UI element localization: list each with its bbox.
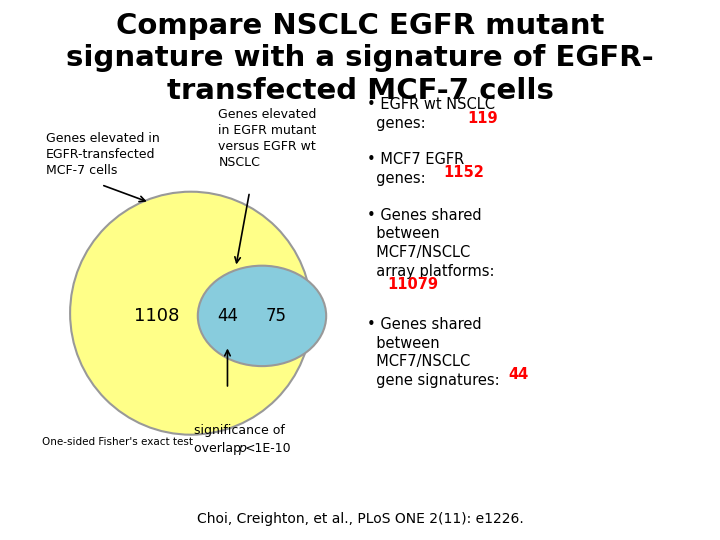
- Text: Genes elevated in
EGFR-transfected
MCF-7 cells: Genes elevated in EGFR-transfected MCF-7…: [46, 132, 160, 177]
- Text: 44: 44: [508, 367, 528, 382]
- Text: 1108: 1108: [134, 307, 179, 325]
- Text: Compare NSCLC EGFR mutant
signature with a signature of EGFR-
transfected MCF-7 : Compare NSCLC EGFR mutant signature with…: [66, 12, 654, 105]
- Text: One-sided Fisher's exact test: One-sided Fisher's exact test: [42, 437, 194, 448]
- Text: 119: 119: [467, 111, 498, 126]
- Text: • EGFR wt NSCLC
  genes:: • EGFR wt NSCLC genes:: [367, 97, 495, 131]
- Text: 75: 75: [265, 307, 287, 325]
- Text: Choi, Creighton, et al., PLoS ONE 2(11): e1226.: Choi, Creighton, et al., PLoS ONE 2(11):…: [197, 512, 523, 526]
- Text: significance of: significance of: [194, 424, 285, 437]
- Text: • Genes shared
  between
  MCF7/NSCLC
  array platforms:: • Genes shared between MCF7/NSCLC array …: [367, 208, 495, 279]
- Text: • MCF7 EGFR
  genes:: • MCF7 EGFR genes:: [367, 152, 464, 186]
- Text: Genes elevated
in EGFR mutant
versus EGFR wt
NSCLC: Genes elevated in EGFR mutant versus EGF…: [218, 108, 317, 169]
- Text: 44: 44: [217, 307, 238, 325]
- Ellipse shape: [198, 266, 326, 366]
- Text: <1E-10: <1E-10: [245, 442, 292, 455]
- Text: p: p: [238, 442, 246, 455]
- Text: • Genes shared
  between
  MCF7/NSCLC
  gene signatures:: • Genes shared between MCF7/NSCLC gene s…: [367, 317, 504, 388]
- Text: overlap: overlap: [194, 442, 246, 455]
- Text: 11079: 11079: [387, 277, 438, 292]
- Text: 1152: 1152: [443, 165, 484, 180]
- Ellipse shape: [70, 192, 312, 435]
